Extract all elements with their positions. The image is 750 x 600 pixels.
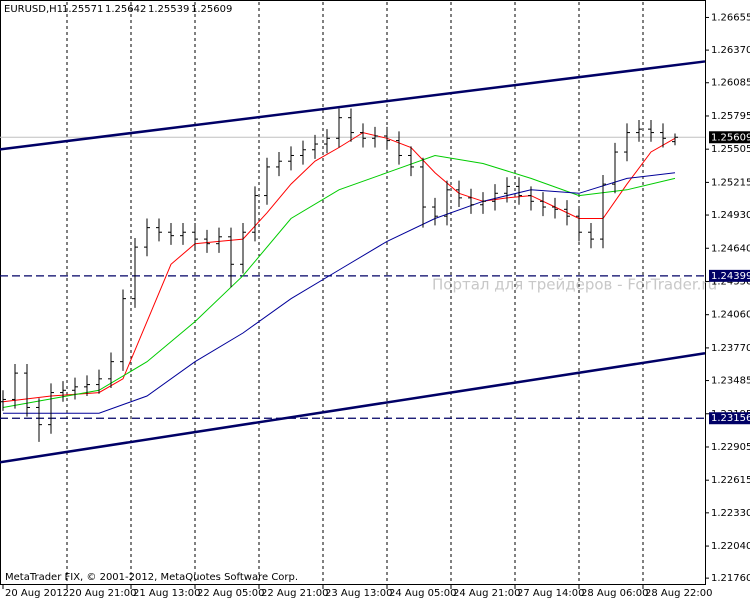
trend-line bbox=[0, 60, 706, 151]
y-tick-label: 1.21760 bbox=[711, 573, 750, 584]
trend-line bbox=[0, 352, 706, 464]
plot-frame bbox=[0, 0, 706, 585]
hline-price-label: 1.23156 bbox=[711, 413, 750, 424]
x-tick-label: 28 Aug 06:00 bbox=[581, 588, 648, 599]
y-tick-label: 1.25215 bbox=[711, 177, 750, 188]
y-tick-label: 1.24640 bbox=[711, 243, 750, 254]
hline-price-box bbox=[709, 269, 750, 282]
y-tick-label: 1.22905 bbox=[711, 442, 750, 453]
y-tick-label: 1.26370 bbox=[711, 45, 750, 56]
x-tick-label: 23 Aug 13:00 bbox=[325, 588, 392, 599]
y-tick-label: 1.25505 bbox=[711, 144, 750, 155]
y-tick-label: 1.24060 bbox=[711, 310, 750, 321]
x-tick-label: 22 Aug 05:00 bbox=[197, 588, 264, 599]
current-price-label: 1.25609 bbox=[711, 132, 750, 143]
y-tick-label: 1.22615 bbox=[711, 475, 750, 486]
x-tick-label: 20 Aug 2012 bbox=[5, 588, 69, 599]
y-tick-label: 1.24350 bbox=[711, 276, 750, 287]
y-tick-label: 1.26085 bbox=[711, 78, 750, 89]
x-tick-label: 27 Aug 14:00 bbox=[517, 588, 584, 599]
x-tick-label: 24 Aug 21:00 bbox=[453, 588, 520, 599]
symbol-label: EURUSD,H1 bbox=[4, 4, 63, 15]
x-tick-label: 22 Aug 21:00 bbox=[261, 588, 328, 599]
y-tick-label: 1.23770 bbox=[711, 343, 750, 354]
y-tick-label: 1.22040 bbox=[711, 541, 750, 552]
x-tick-label: 24 Aug 05:00 bbox=[389, 588, 456, 599]
y-tick-label: 1.25795 bbox=[711, 111, 750, 122]
footer: MetaTrader FIX, © 2001-2012, MetaQuotes … bbox=[5, 572, 298, 583]
x-tick-label: 28 Aug 22:00 bbox=[645, 588, 712, 599]
header-open: 1.25571 bbox=[62, 4, 103, 15]
hline-price-label: 1.24399 bbox=[711, 271, 750, 282]
x-tick-label: 20 Aug 21:00 bbox=[69, 588, 136, 599]
y-tick-label: 1.24930 bbox=[711, 210, 750, 221]
header-close: 1.25609 bbox=[191, 4, 232, 15]
hline-price-box bbox=[709, 412, 750, 425]
header-high: 1.25642 bbox=[105, 4, 146, 15]
y-tick-label: 1.22330 bbox=[711, 508, 750, 519]
header-low: 1.25539 bbox=[148, 4, 189, 15]
watermark: Портал для трейдеров - ForTrader.ru bbox=[432, 276, 717, 294]
y-tick-label: 1.26655 bbox=[711, 12, 750, 23]
y-tick-label: 1.23485 bbox=[711, 376, 750, 387]
x-tick-label: 21 Aug 13:00 bbox=[133, 588, 200, 599]
moving-average bbox=[3, 172, 676, 414]
current-price-box bbox=[709, 131, 750, 144]
